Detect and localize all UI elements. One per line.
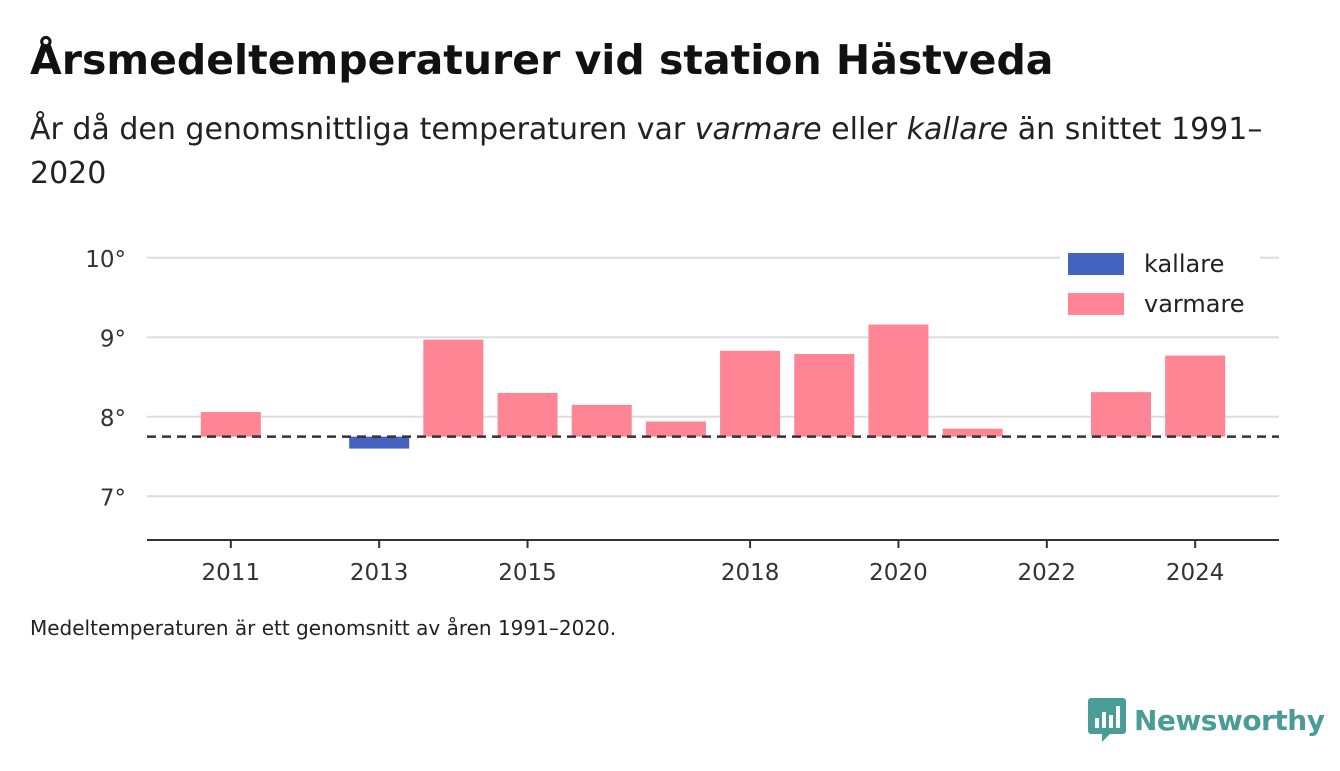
x-tick-label: 2015 (498, 560, 557, 586)
bar-warmer (794, 353, 855, 437)
chart-title: Årsmedeltemperaturer vid station Hästved… (30, 36, 1054, 84)
y-tick-label: 10° (85, 247, 126, 273)
x-tick-label: 2011 (202, 560, 261, 586)
subtitle-part-1: År då den genomsnittliga temperaturen va… (30, 112, 695, 147)
chart-footnote: Medeltemperaturen är ett genomsnitt av å… (30, 616, 617, 640)
bar-warmer (942, 428, 1003, 437)
newsworthy-logo: Newsworthy (1088, 698, 1325, 742)
legend-label: kallare (1144, 250, 1224, 278)
subtitle-cold-term: kallare (906, 112, 1009, 147)
bar-warmer (868, 324, 929, 437)
x-tick-label: 2018 (721, 560, 780, 586)
legend-label: varmare (1144, 290, 1245, 318)
legend-swatch (1068, 253, 1124, 275)
y-tick-label: 7° (100, 485, 126, 511)
bar-warmer (1165, 355, 1226, 437)
y-tick-label: 8° (100, 406, 126, 432)
subtitle-part-3: än snittet 1991–2020 (30, 112, 1263, 191)
legend-swatch (1068, 293, 1124, 315)
bar-warmer (423, 339, 484, 437)
bar-colder (349, 436, 410, 449)
x-tick-label: 2020 (869, 560, 928, 586)
chart-subtitle: År då den genomsnittliga temperaturen va… (30, 108, 1270, 196)
x-tick-label: 2022 (1018, 560, 1077, 586)
x-tick-label: 2024 (1166, 560, 1225, 586)
bar-warmer (497, 392, 558, 437)
bar-warmer (720, 350, 781, 437)
bar-warmer (1090, 392, 1151, 437)
y-tick-label: 9° (100, 326, 126, 352)
bar-chart-icon (1088, 698, 1126, 742)
bar-warmer (571, 404, 632, 437)
bar-warmer (645, 421, 706, 437)
temperature-bar-chart: 7° 8° 9° 10° 2011 2013 2015 2018 2020 2022 2024 kal… (85, 247, 1279, 586)
bar-warmer (200, 412, 261, 437)
x-tick-label: 2013 (350, 560, 409, 586)
subtitle-warm-term: varmare (694, 112, 822, 147)
subtitle-part-2: eller (821, 112, 907, 147)
brand-name: Newsworthy (1134, 703, 1325, 737)
